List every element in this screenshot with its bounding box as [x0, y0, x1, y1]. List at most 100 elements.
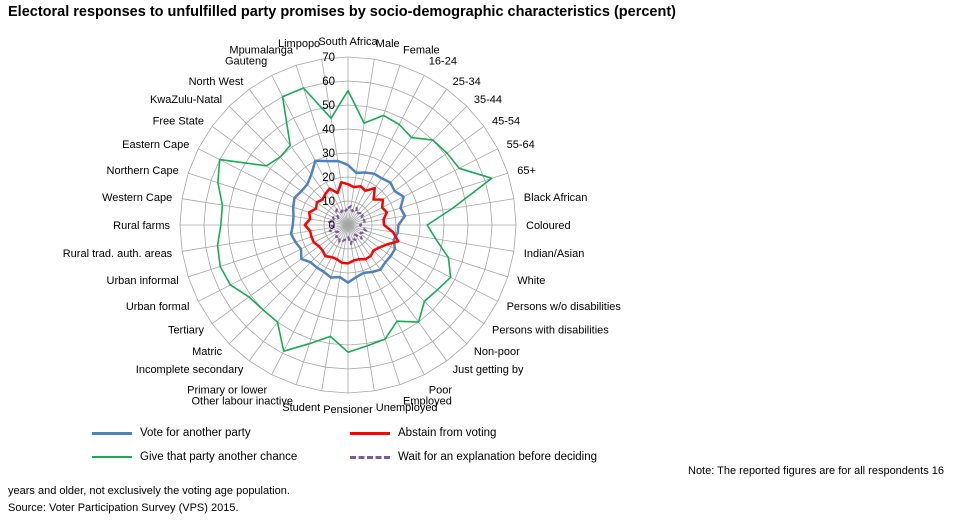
grid-spoke — [228, 105, 349, 226]
grid-spoke — [347, 224, 468, 345]
category-label: Indian/Asian — [524, 248, 585, 260]
series-line-1 — [303, 181, 400, 265]
grid-spoke — [295, 224, 349, 385]
grid-spoke — [347, 172, 508, 226]
radial-tick-label: 20 — [322, 172, 335, 184]
grid-spoke — [347, 88, 448, 226]
grid-spoke — [248, 88, 349, 226]
grid-spoke — [271, 224, 349, 375]
grid-spoke — [182, 224, 349, 252]
category-label: White — [517, 275, 545, 287]
category-label: Employed — [403, 395, 452, 407]
legend-swatch-purple — [350, 455, 390, 459]
legend-item-another-chance: Give that party another chance — [92, 451, 297, 463]
category-label: Mpumalanga — [229, 45, 293, 57]
category-label: 55-64 — [507, 139, 535, 151]
category-label: 65+ — [517, 165, 536, 177]
grid-spoke — [347, 148, 498, 226]
category-label: Northern Cape — [107, 165, 179, 177]
radial-tick-label: 50 — [322, 100, 335, 112]
category-label: Non-poor — [474, 346, 520, 358]
category-label: Western Cape — [102, 192, 172, 204]
note-line-1: Note: The reported figures are for all r… — [688, 465, 945, 477]
legend-label: Give that party another chance — [140, 451, 298, 463]
grid-spoke — [347, 75, 425, 226]
legend-label: Wait for an explanation before deciding — [398, 451, 598, 463]
category-label: Limpopo — [278, 38, 320, 50]
grid-spoke — [347, 224, 401, 385]
category-label: Black African — [524, 192, 588, 204]
category-label: Rural trad. auth. areas — [63, 248, 173, 260]
grid-spoke — [347, 224, 425, 375]
grid-spoke — [321, 224, 349, 391]
category-label: Urban informal — [107, 275, 179, 287]
grid-spoke — [198, 224, 349, 302]
category-label: Just getting by — [453, 364, 524, 376]
grid-spoke — [198, 148, 349, 226]
grid-spoke — [347, 224, 514, 252]
series-line-2 — [216, 87, 493, 354]
category-label: Persons with disabilities — [492, 325, 609, 337]
grid-spoke — [347, 198, 514, 226]
chart-title: Electoral responses to unfulfilled party… — [8, 4, 676, 20]
category-label: Poor — [429, 385, 453, 397]
legend-swatch-green — [92, 456, 132, 458]
legend-label: Vote for another party — [140, 427, 251, 439]
category-label: KwaZulu-Natal — [150, 94, 222, 106]
radial-tick-label: 0 — [329, 220, 335, 232]
series-line-3 — [327, 204, 368, 246]
grid-spoke — [271, 75, 349, 226]
legend-label: Abstain from voting — [398, 427, 497, 439]
category-label: Matric — [192, 346, 222, 358]
radar-chart: 0 10 20 30 40 50 60 70 South AfricaMaleFemale16-… — [63, 36, 622, 416]
grid-spoke — [211, 224, 349, 325]
category-label: Student — [282, 402, 320, 414]
category-label: Coloured — [526, 220, 571, 232]
category-label: Persons w/o disabilities — [507, 301, 622, 313]
grid-spoke — [321, 59, 349, 226]
grid-spoke — [182, 198, 349, 226]
grid-spoke — [248, 224, 349, 362]
category-label: Other labour inactive — [192, 395, 294, 407]
category-label: Eastern Cape — [122, 139, 189, 151]
grid-spoke — [347, 224, 375, 391]
radial-tick-label: 10 — [322, 196, 335, 208]
legend-item-wait-explanation: Wait for an explanation before deciding — [350, 451, 597, 463]
category-label: 25-34 — [453, 76, 481, 88]
category-label: Male — [376, 38, 400, 50]
category-label: 35-44 — [474, 94, 502, 106]
category-label: Unemployed — [376, 402, 438, 414]
grid-spoke — [295, 65, 349, 226]
category-label: 45-54 — [492, 115, 520, 127]
category-label: Free State — [153, 115, 204, 127]
category-label: Gauteng — [225, 55, 267, 67]
category-label: Female — [403, 45, 440, 57]
note-line-2: years and older, not exclusively the vot… — [8, 485, 290, 497]
category-label: Urban formal — [126, 301, 190, 313]
grid-spoke — [211, 125, 349, 226]
category-label: Rural farms — [113, 220, 170, 232]
grid-spoke — [347, 65, 401, 226]
legend-swatch-blue — [92, 431, 132, 435]
series-line-0 — [289, 159, 407, 284]
category-label: 16-24 — [429, 55, 457, 67]
grid-spoke — [347, 59, 375, 226]
radial-tick-label: 70 — [322, 52, 335, 64]
grid-spoke — [347, 224, 508, 278]
grid-spoke — [347, 224, 485, 325]
grid-spoke — [347, 224, 498, 302]
radial-tick-label: 40 — [322, 124, 335, 136]
legend-swatch-red — [350, 431, 390, 435]
category-label: South Africa — [318, 36, 378, 48]
source-note: Source: Voter Participation Survey (VPS)… — [8, 502, 239, 514]
grid-spoke — [188, 172, 349, 226]
legend-item-vote-another-party: Vote for another party — [92, 427, 251, 439]
grid-spoke — [347, 224, 448, 362]
grid-spoke — [347, 105, 468, 226]
category-label: Primary or lower — [187, 385, 267, 397]
grid-spoke — [347, 125, 485, 226]
legend-item-abstain: Abstain from voting — [350, 427, 496, 439]
radial-tick-label: 30 — [322, 148, 335, 160]
grid-spoke — [188, 224, 349, 278]
category-label: Tertiary — [168, 325, 205, 337]
